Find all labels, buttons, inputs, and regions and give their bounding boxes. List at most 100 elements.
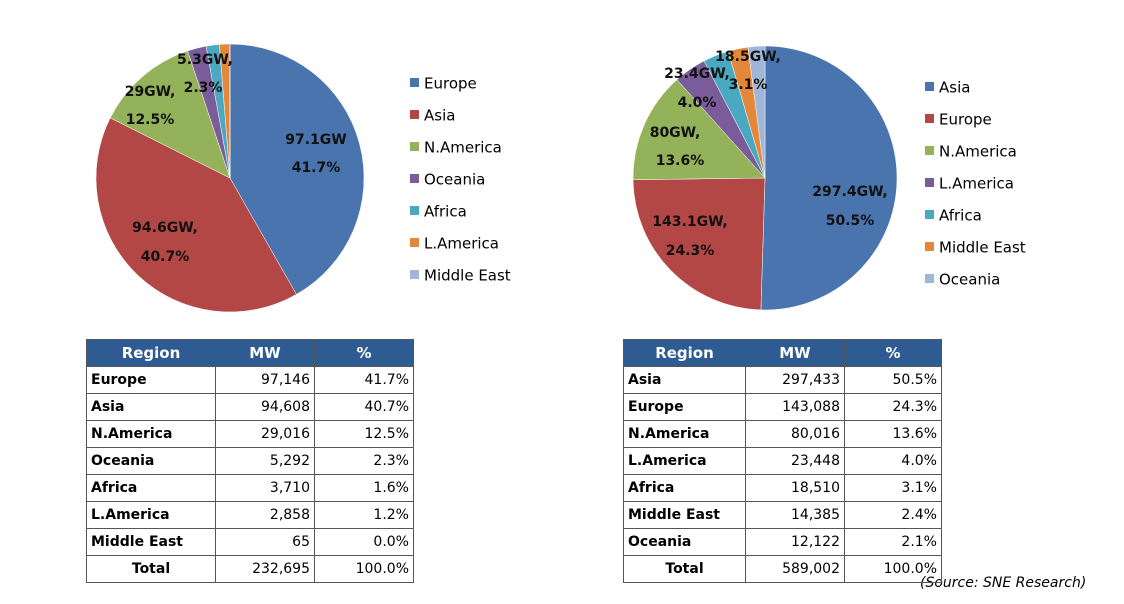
data-label: 94.6GW, <box>132 220 198 236</box>
table-cell: N.America <box>86 420 216 448</box>
data-label: 23.4GW, <box>664 66 730 82</box>
pie-slice <box>632 177 766 311</box>
table-cell: 1.6% <box>314 474 414 502</box>
header-cell: MW <box>745 339 845 367</box>
table-cell: N.America <box>623 420 746 448</box>
legend-label: Oceania <box>939 271 1000 289</box>
legend-swatch <box>925 242 934 251</box>
header-cell: % <box>844 339 942 367</box>
data-label: 41.7% <box>292 160 341 176</box>
legend-label: Asia <box>424 107 455 125</box>
table-cell: Oceania <box>623 528 746 556</box>
data-label: 3.1% <box>729 77 768 93</box>
legend-swatch <box>925 82 934 91</box>
table-cell: 41.7% <box>314 366 414 394</box>
table-cell: 80,016 <box>745 420 845 448</box>
table-cell: 100.0% <box>844 555 942 583</box>
table-cell: 2.3% <box>314 447 414 475</box>
table-cell: Total <box>623 555 746 583</box>
legend-swatch <box>410 110 419 119</box>
table-cell: 0.0% <box>314 528 414 556</box>
table-cell: 18,510 <box>745 474 845 502</box>
data-label: 18.5GW, <box>715 49 781 65</box>
legend-label: N.America <box>424 139 502 157</box>
legend-swatch <box>925 274 934 283</box>
table-cell: Asia <box>623 366 746 394</box>
legend-swatch <box>410 174 419 183</box>
table-cell: 13.6% <box>844 420 942 448</box>
table-cell: 2,858 <box>215 501 315 529</box>
table-cell: 29,016 <box>215 420 315 448</box>
table-cell: 589,002 <box>745 555 845 583</box>
data-label: 13.6% <box>656 153 705 169</box>
legend-label: Africa <box>939 207 982 225</box>
table-cell: Africa <box>86 474 216 502</box>
pie-slice <box>760 45 898 311</box>
pie-slice <box>109 50 231 179</box>
data-label: 5.3GW, <box>177 52 233 68</box>
data-label: 297.4GW, <box>812 184 887 200</box>
table-cell: 14,385 <box>745 501 845 529</box>
data-label: 143.1GW, <box>652 214 727 230</box>
legend-swatch <box>925 210 934 219</box>
data-label: 12.5% <box>126 112 175 128</box>
table-cell: 2.1% <box>844 528 942 556</box>
table-cell: 12,122 <box>745 528 845 556</box>
table-cell: Europe <box>86 366 216 394</box>
legend-label: Africa <box>424 203 467 221</box>
table-cell: 50.5% <box>844 366 942 394</box>
table-cell: 94,608 <box>215 393 315 421</box>
legend-label: Oceania <box>424 171 485 189</box>
data-table: Region MW% Europe 97,146 41.7% Asia 94,608 40.7… <box>86 339 414 583</box>
data-label: 29GW, <box>125 84 176 100</box>
table-cell: Middle East <box>623 501 746 529</box>
legend-swatch <box>410 238 419 247</box>
pie-slice <box>95 117 297 313</box>
legend-label: N.America <box>939 143 1017 161</box>
legend-label: Middle East <box>939 239 1026 257</box>
pie-slice <box>229 43 365 295</box>
table-cell: Middle East <box>86 528 216 556</box>
table-cell: 12.5% <box>314 420 414 448</box>
table-cell: 143,088 <box>745 393 845 421</box>
table-cell: Africa <box>623 474 746 502</box>
data-label: 50.5% <box>826 213 875 229</box>
data-label: 40.7% <box>141 249 190 265</box>
legend-label: L.America <box>939 175 1014 193</box>
data-label: 2.3% <box>184 80 223 96</box>
legend-swatch <box>410 206 419 215</box>
table-cell: 97,146 <box>215 366 315 394</box>
table-cell: 24.3% <box>844 393 942 421</box>
legend-swatch <box>410 142 419 151</box>
legend-label: Europe <box>424 75 477 93</box>
data-label: 4.0% <box>678 95 717 111</box>
data-table: Region MW% Asia 297,433 50.5% Europe 143,088 24… <box>623 339 942 583</box>
table-cell: Europe <box>623 393 746 421</box>
table-cell: 23,448 <box>745 447 845 475</box>
table-cell: Asia <box>86 393 216 421</box>
header-cell: % <box>314 339 414 367</box>
data-label: 24.3% <box>666 243 715 259</box>
legend-swatch <box>410 78 419 87</box>
legend-label: Middle East <box>424 267 511 285</box>
pie-slice <box>632 79 766 180</box>
table-cell: 3.1% <box>844 474 942 502</box>
table-cell: 2.4% <box>844 501 942 529</box>
table-cell: 65 <box>215 528 315 556</box>
header-cell: MW <box>215 339 315 367</box>
header-cell: Region <box>623 339 746 367</box>
table-cell: 4.0% <box>844 447 942 475</box>
data-label: 97.1GW <box>285 132 346 148</box>
legend-swatch <box>925 146 934 155</box>
table-cell: 40.7% <box>314 393 414 421</box>
pie-slice <box>747 45 766 179</box>
legend-label: Europe <box>939 111 992 129</box>
table-cell: Total <box>86 555 216 583</box>
source-note: (Source: SNE Research) <box>920 575 1087 591</box>
table-cell: 5,292 <box>215 447 315 475</box>
table-cell: 297,433 <box>745 366 845 394</box>
table-cell: L.America <box>623 447 746 475</box>
data-label: 80GW, <box>650 125 701 141</box>
